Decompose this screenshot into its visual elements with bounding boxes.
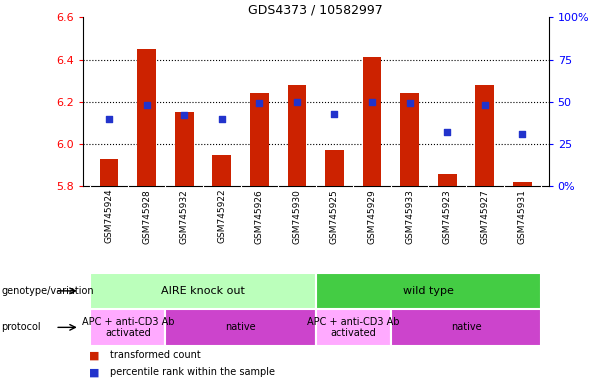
Bar — [90, 309, 166, 346]
Bar — [400, 93, 419, 186]
Bar — [287, 85, 306, 186]
Text: GSM745932: GSM745932 — [180, 189, 189, 243]
Point — [443, 129, 452, 135]
Bar — [475, 85, 494, 186]
Text: ■: ■ — [89, 350, 99, 360]
Point — [330, 111, 340, 117]
Text: genotype/variation: genotype/variation — [1, 286, 94, 296]
Text: transformed count: transformed count — [110, 350, 201, 360]
Point — [104, 116, 114, 122]
Point — [142, 102, 151, 108]
Bar — [250, 93, 268, 186]
Point — [292, 99, 302, 105]
Point — [179, 112, 189, 118]
Bar — [166, 309, 316, 346]
Point — [480, 102, 490, 108]
Point — [405, 100, 414, 106]
Text: GSM745933: GSM745933 — [405, 189, 414, 244]
Bar — [513, 182, 531, 186]
Text: GSM745924: GSM745924 — [105, 189, 113, 243]
Text: GSM745926: GSM745926 — [255, 189, 264, 243]
Text: wild type: wild type — [403, 286, 454, 296]
Point — [217, 116, 227, 122]
Text: GSM745927: GSM745927 — [480, 189, 489, 243]
Text: GSM745923: GSM745923 — [443, 189, 452, 243]
Text: GSM745922: GSM745922 — [217, 189, 226, 243]
Bar — [316, 309, 391, 346]
Title: GDS4373 / 10582997: GDS4373 / 10582997 — [248, 3, 383, 16]
Bar — [137, 49, 156, 186]
Text: native: native — [225, 322, 256, 333]
Point — [517, 131, 527, 137]
Text: GSM745928: GSM745928 — [142, 189, 151, 243]
Bar — [175, 112, 194, 186]
Text: AIRE knock out: AIRE knock out — [161, 286, 245, 296]
Text: GSM745925: GSM745925 — [330, 189, 339, 243]
Text: APC + anti-CD3 Ab
activated: APC + anti-CD3 Ab activated — [82, 316, 174, 338]
Text: GSM745930: GSM745930 — [292, 189, 302, 244]
Bar — [316, 273, 541, 309]
Text: GSM745931: GSM745931 — [518, 189, 527, 244]
Text: ■: ■ — [89, 367, 99, 377]
Point — [254, 100, 264, 106]
Bar — [212, 154, 231, 186]
Text: protocol: protocol — [1, 322, 41, 333]
Text: APC + anti-CD3 Ab
activated: APC + anti-CD3 Ab activated — [307, 316, 400, 338]
Text: GSM745929: GSM745929 — [368, 189, 376, 243]
Bar — [100, 159, 118, 186]
Text: native: native — [451, 322, 481, 333]
Bar — [391, 309, 541, 346]
Point — [367, 99, 377, 105]
Text: percentile rank within the sample: percentile rank within the sample — [110, 367, 275, 377]
Bar — [90, 273, 316, 309]
Bar — [325, 151, 344, 186]
Bar — [363, 57, 381, 186]
Bar — [438, 174, 457, 186]
